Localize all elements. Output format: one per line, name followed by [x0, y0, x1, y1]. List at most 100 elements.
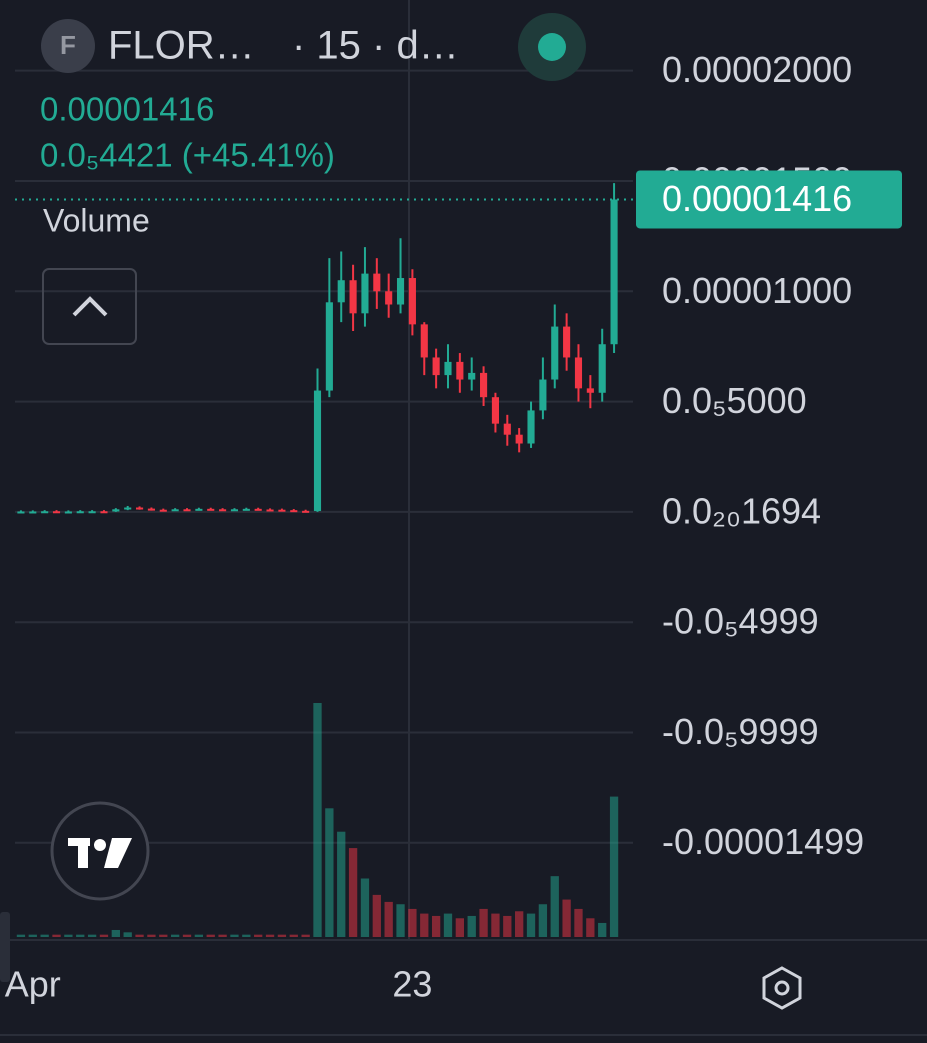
- last-price: 0.00001416: [40, 91, 214, 128]
- volume-bar: [467, 915, 476, 937]
- candle-body: [290, 510, 298, 513]
- y-tick-label: 0.00002000: [662, 49, 852, 90]
- volume-bar: [76, 934, 85, 937]
- volume-bar: [301, 934, 310, 937]
- x-tick-label: 23: [392, 964, 432, 1005]
- volume-bar: [479, 908, 488, 937]
- y-tick-label: 0.0₂₀1694: [662, 490, 821, 531]
- candle-body: [539, 379, 547, 411]
- candle-body: [361, 273, 369, 314]
- candle-body: [503, 423, 511, 435]
- candle-body: [17, 511, 25, 514]
- candle-body: [349, 280, 357, 314]
- volume-bar: [491, 913, 500, 937]
- candle-body: [480, 372, 488, 398]
- y-tick-label: -0.0₅4999: [662, 601, 819, 642]
- volume-bar: [123, 932, 132, 937]
- volume-bar: [218, 934, 227, 937]
- volume-bar: [277, 934, 287, 937]
- candle-body: [29, 511, 37, 514]
- y-tick-label: 0.0₅5000: [662, 380, 807, 421]
- candle-body: [254, 508, 262, 511]
- y-tick-label: -0.0₅9999: [662, 711, 819, 752]
- volume-bar: [28, 934, 37, 937]
- price-tag-label: 0.00001416: [662, 178, 852, 219]
- candle-body: [278, 509, 286, 512]
- volume-bar: [384, 901, 393, 937]
- candle-body: [456, 361, 464, 380]
- volume-bar: [16, 934, 26, 937]
- candle-body: [147, 508, 155, 511]
- side-handle[interactable]: [0, 912, 10, 982]
- volume-bar: [52, 934, 61, 937]
- volume-bar: [40, 934, 49, 937]
- candle-body: [313, 390, 322, 512]
- volume-bar: [289, 934, 298, 937]
- candle-body: [373, 273, 381, 292]
- volume-bar: [325, 808, 334, 937]
- y-tick-label: 0.00001000: [662, 270, 852, 311]
- volume-bar: [598, 922, 607, 937]
- volume-bar: [265, 934, 275, 937]
- candle-body: [112, 509, 120, 512]
- volume-bar: [337, 831, 346, 937]
- candle-body: [432, 357, 440, 376]
- volume-bar: [538, 904, 548, 937]
- volume-bar: [170, 934, 180, 937]
- candle-body: [586, 388, 594, 393]
- volume-bar: [254, 934, 263, 937]
- collapse-button[interactable]: [42, 268, 137, 345]
- volume-bar: [194, 934, 204, 937]
- volume-bar: [87, 934, 97, 937]
- candle-body: [41, 511, 49, 514]
- volume-bar: [526, 913, 536, 937]
- candle-body: [385, 291, 393, 305]
- symbol[interactable]: FLOR…: [108, 24, 255, 68]
- volume-bar: [550, 876, 559, 937]
- candle-body: [598, 344, 606, 393]
- candle-body: [302, 510, 310, 513]
- candle-body: [337, 280, 345, 303]
- logo-mark: [68, 838, 132, 868]
- volume-bar: [206, 934, 215, 937]
- settings-dot: [774, 980, 790, 996]
- volume-bar: [609, 796, 619, 937]
- volume-bar: [159, 934, 168, 937]
- candle-body: [610, 199, 618, 345]
- volume-bar: [64, 934, 73, 937]
- volume-bar: [360, 878, 370, 937]
- volume-bar: [372, 894, 381, 937]
- candle-body: [136, 507, 144, 510]
- candle-body: [396, 278, 405, 305]
- x-tick-label: Apr: [5, 964, 61, 1005]
- candle-body: [574, 357, 583, 389]
- candle-body: [219, 509, 227, 512]
- candle-body: [420, 324, 428, 358]
- price-tag: [636, 170, 902, 229]
- chevron-up: [72, 296, 108, 317]
- settings-button[interactable]: [762, 966, 802, 1010]
- candle-body: [444, 361, 452, 376]
- candle-body: [100, 511, 108, 514]
- candle-body: [491, 397, 499, 424]
- volume-bar: [431, 915, 441, 937]
- interval[interactable]: · 15 · d…: [292, 24, 459, 68]
- volume-bar: [562, 899, 571, 937]
- candle-body: [64, 511, 72, 514]
- candle-body: [230, 509, 239, 512]
- candle-body: [124, 507, 132, 510]
- volume-bar: [396, 904, 405, 937]
- symbol-icon[interactable]: [41, 19, 95, 73]
- candle-body: [563, 326, 571, 358]
- candle-body: [527, 410, 535, 444]
- candle-body: [88, 511, 96, 514]
- volume-bar: [420, 913, 429, 937]
- volume-bar: [182, 934, 192, 937]
- volume-bar: [515, 911, 524, 937]
- candle-body: [242, 508, 250, 511]
- volume-bar: [242, 934, 251, 937]
- volume-bar: [408, 908, 417, 937]
- candle-body: [171, 509, 179, 512]
- candle-body: [408, 278, 416, 325]
